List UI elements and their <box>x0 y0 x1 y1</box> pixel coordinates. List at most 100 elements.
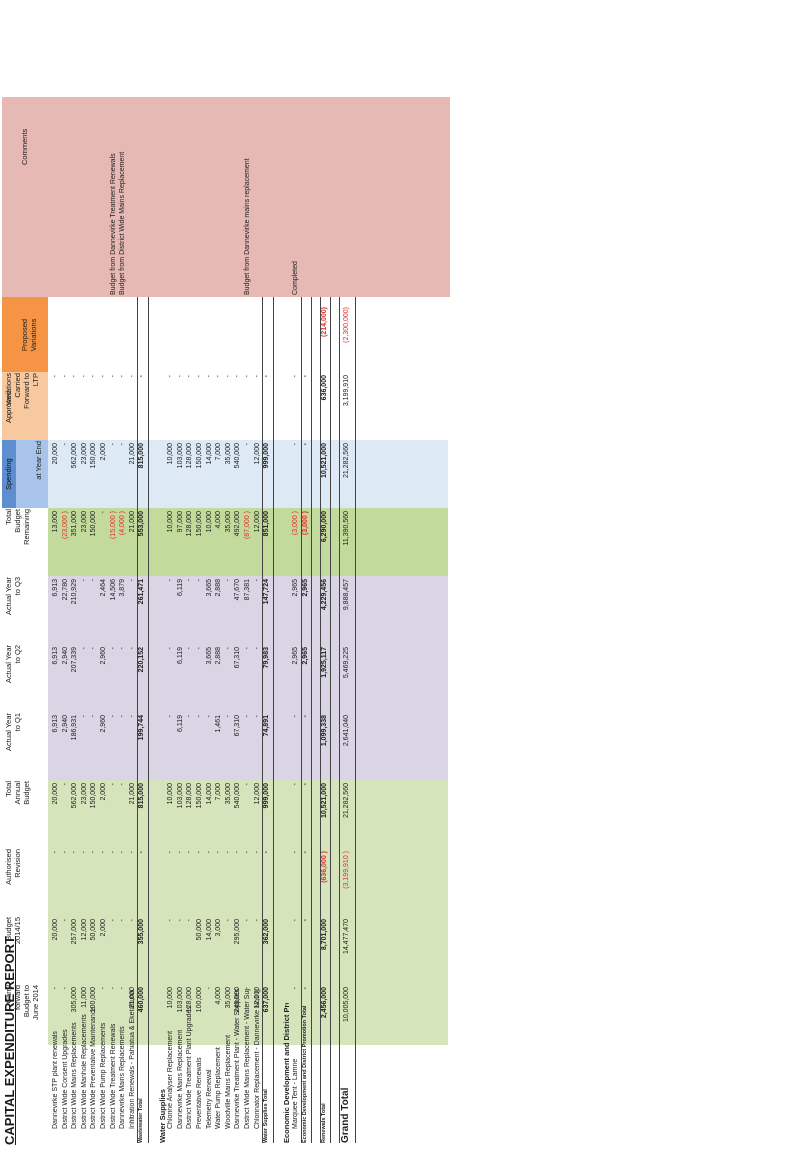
value-cell: 305,000 <box>71 987 79 1013</box>
value-cell: 8,701,000 <box>320 919 328 951</box>
total-rule <box>311 297 313 1143</box>
value-cell: (3,000 ) <box>292 511 299 536</box>
value-cell: 14,477,470 <box>343 919 350 955</box>
value-cell: - <box>186 851 194 854</box>
total-rule <box>339 297 340 1143</box>
value-cell: 1,099,338 <box>320 715 328 747</box>
value-cell: - <box>186 715 194 718</box>
value-cell: - <box>205 715 213 718</box>
value-cell: 2,965 <box>292 647 299 665</box>
value-cell: - <box>186 919 194 922</box>
value-cell: 362,000 <box>263 919 271 945</box>
value-cell: - <box>301 715 309 718</box>
col-header-carry-forward: Carry forward Budget to June 2014 <box>4 985 40 1021</box>
value-cell: - <box>61 443 69 446</box>
total-row-label: Grand Total <box>340 1087 351 1143</box>
value-cell: 10,000 <box>167 511 175 533</box>
value-cell: - <box>109 375 117 378</box>
value-cell: 14,000 <box>205 783 213 805</box>
comment-cell: Budget from Dannevirke mains replacement <box>244 158 251 295</box>
value-cell: 14,000 <box>205 443 213 465</box>
value-cell: 6,913 <box>52 715 59 733</box>
year-end-header-cell <box>16 440 48 508</box>
value-cell: 23,000 <box>80 783 88 805</box>
value-cell: 7,000 <box>215 783 223 801</box>
value-cell: 12,000 <box>253 443 261 465</box>
value-cell: 2,464 <box>100 579 107 597</box>
value-cell: 1,461 <box>215 715 223 733</box>
value-cell: - <box>61 851 69 854</box>
value-cell: - <box>80 375 88 378</box>
value-cell: (3,199,910 ) <box>343 851 350 889</box>
value-cell: - <box>301 783 309 786</box>
value-cell: - <box>61 987 69 990</box>
value-cell: - <box>301 987 309 990</box>
value-cell: 2,940 <box>61 647 69 665</box>
row-label: Woodville Mains Replacement <box>224 1034 232 1129</box>
capex-sheet: CAPITAL EXPENDITURE REPORT Spending Appr… <box>0 40 796 1155</box>
value-cell: 22,780 <box>61 579 69 601</box>
value-cell: - <box>109 647 117 650</box>
value-cell: 11,390,560 <box>343 511 350 546</box>
value-cell: 10,521,000 <box>320 443 328 479</box>
value-cell: 35,000 <box>224 511 232 533</box>
value-cell: 1,925,117 <box>320 647 328 678</box>
value-cell: - <box>80 715 88 718</box>
comment-cell: Budget from Dannevirke Treatment Renewal… <box>109 153 117 295</box>
comment-cell: Completed <box>292 261 299 295</box>
col-header-carried-forward: Variations Carried Forward to LTP <box>4 373 40 409</box>
value-cell: 12,000 <box>253 783 261 805</box>
value-cell: 186,931 <box>71 715 79 741</box>
value-cell: 74,891 <box>263 715 271 737</box>
value-cell: - <box>301 919 309 922</box>
value-cell: - <box>71 375 79 378</box>
value-cell: 540,000 <box>234 783 242 809</box>
total-rule <box>137 297 139 1143</box>
value-cell: - <box>186 579 194 582</box>
value-cell: - <box>61 375 69 378</box>
value-cell: - <box>52 851 59 854</box>
value-cell: - <box>119 443 127 446</box>
value-cell: 103,000 <box>176 443 184 469</box>
value-cell: 851,000 <box>263 511 271 537</box>
value-cell: 7,000 <box>215 443 223 461</box>
value-cell: 14,506 <box>109 579 117 601</box>
value-cell: - <box>292 375 299 378</box>
value-cell: 2,000 <box>100 783 107 801</box>
col-header-q1: Actual Year to Q1 <box>4 713 22 751</box>
value-cell: 636,000 <box>320 375 328 401</box>
value-cell: 6,290,000 <box>320 511 328 543</box>
value-cell: 2,940 <box>61 715 69 733</box>
value-cell: 128,000 <box>186 987 194 1013</box>
value-cell: 492,000 <box>234 511 242 537</box>
value-cell: - <box>186 375 194 378</box>
row-label: Marquee Tent - Lamne <box>292 1058 299 1129</box>
value-cell: 2,000 <box>100 443 107 461</box>
value-cell: - <box>167 579 175 582</box>
value-cell: - <box>80 647 88 650</box>
value-cell: 150,000 <box>90 783 98 809</box>
value-cell: (636,000 ) <box>320 851 328 883</box>
value-cell: - <box>205 375 213 378</box>
value-cell: - <box>90 375 98 378</box>
value-cell: 150,000 <box>196 443 203 469</box>
value-cell: - <box>253 919 261 922</box>
value-cell: - <box>80 851 88 854</box>
value-cell: 150,000 <box>196 511 203 537</box>
value-cell: - <box>253 579 261 582</box>
value-cell: 351,000 <box>71 511 79 537</box>
value-cell: - <box>128 715 136 718</box>
value-cell: 35,000 <box>224 443 232 465</box>
value-cell: - <box>109 443 117 446</box>
value-cell: 220,152 <box>138 647 146 673</box>
value-cell: (2,300,000) <box>343 307 350 343</box>
value-cell: 150,000 <box>196 783 203 809</box>
value-cell: - <box>224 375 232 378</box>
value-cell: 815,000 <box>138 783 146 809</box>
value-cell: 35,000 <box>224 987 232 1009</box>
value-cell: 35,000 <box>224 783 232 805</box>
value-cell: 147,724 <box>263 579 271 605</box>
value-cell: 2,965 <box>292 579 299 597</box>
value-cell: 6,913 <box>52 647 59 665</box>
value-cell: 553,000 <box>138 511 146 537</box>
